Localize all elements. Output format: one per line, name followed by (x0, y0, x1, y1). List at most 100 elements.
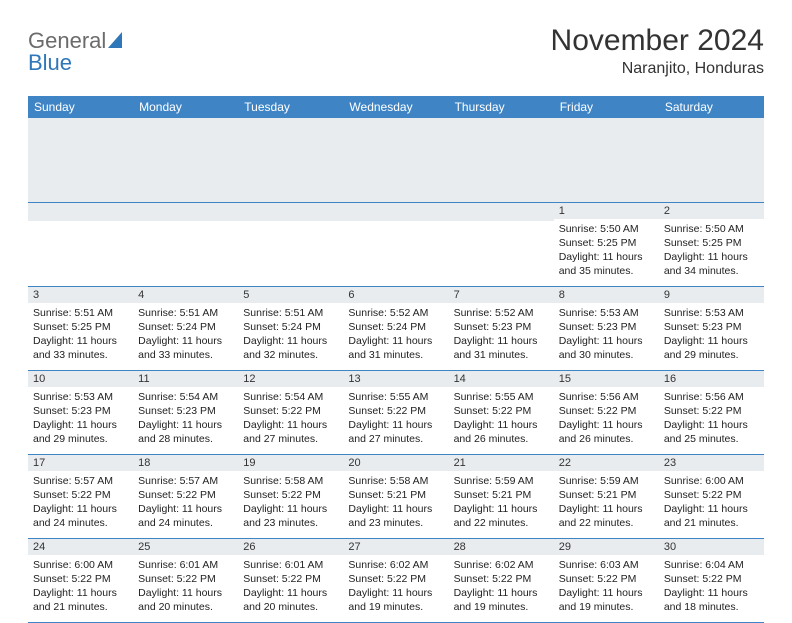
day-number: 18 (133, 455, 238, 471)
day-details: Sunrise: 5:50 AMSunset: 5:25 PMDaylight:… (554, 219, 659, 284)
calendar-day-cell: 15Sunrise: 5:56 AMSunset: 5:22 PMDayligh… (554, 370, 659, 454)
day-number: 5 (238, 287, 343, 303)
calendar-day-cell: 18Sunrise: 5:57 AMSunset: 5:22 PMDayligh… (133, 454, 238, 538)
day-details: Sunrise: 6:04 AMSunset: 5:22 PMDaylight:… (659, 555, 764, 620)
calendar-table: SundayMondayTuesdayWednesdayThursdayFrid… (28, 96, 764, 623)
day-details: Sunrise: 6:02 AMSunset: 5:22 PMDaylight:… (343, 555, 448, 620)
day-number: 13 (343, 371, 448, 387)
day-details: Sunrise: 5:51 AMSunset: 5:24 PMDaylight:… (133, 303, 238, 368)
day-number: 17 (28, 455, 133, 471)
brand-text: GeneralBlue (28, 30, 128, 74)
brand-logo: GeneralBlue (28, 24, 128, 74)
day-number: 12 (238, 371, 343, 387)
calendar-day-cell: 5Sunrise: 5:51 AMSunset: 5:24 PMDaylight… (238, 286, 343, 370)
calendar-day-cell: 14Sunrise: 5:55 AMSunset: 5:22 PMDayligh… (449, 370, 554, 454)
day-number: 9 (659, 287, 764, 303)
calendar-day-cell: 25Sunrise: 6:01 AMSunset: 5:22 PMDayligh… (133, 538, 238, 622)
day-details: Sunrise: 5:57 AMSunset: 5:22 PMDaylight:… (133, 471, 238, 536)
day-number: 22 (554, 455, 659, 471)
day-details: Sunrise: 5:51 AMSunset: 5:25 PMDaylight:… (28, 303, 133, 368)
weekday-header: Wednesday (343, 96, 448, 118)
day-details: Sunrise: 6:00 AMSunset: 5:22 PMDaylight:… (28, 555, 133, 620)
day-details: Sunrise: 5:52 AMSunset: 5:24 PMDaylight:… (343, 303, 448, 368)
month-title: November 2024 (551, 24, 764, 58)
calendar-day-cell: 8Sunrise: 5:53 AMSunset: 5:23 PMDaylight… (554, 286, 659, 370)
day-number: 26 (238, 539, 343, 555)
calendar-day-cell: 6Sunrise: 5:52 AMSunset: 5:24 PMDaylight… (343, 286, 448, 370)
page-header: GeneralBlue November 2024 Naranjito, Hon… (28, 24, 764, 78)
day-number: 1 (554, 203, 659, 219)
calendar-day-cell (449, 202, 554, 286)
calendar-day-cell: 19Sunrise: 5:58 AMSunset: 5:22 PMDayligh… (238, 454, 343, 538)
title-block: November 2024 Naranjito, Honduras (551, 24, 764, 78)
day-number: 7 (449, 287, 554, 303)
day-details: Sunrise: 6:01 AMSunset: 5:22 PMDaylight:… (133, 555, 238, 620)
day-number: 23 (659, 455, 764, 471)
calendar-day-cell (133, 202, 238, 286)
day-number: 4 (133, 287, 238, 303)
day-details: Sunrise: 5:59 AMSunset: 5:21 PMDaylight:… (554, 471, 659, 536)
calendar-day-cell: 30Sunrise: 6:04 AMSunset: 5:22 PMDayligh… (659, 538, 764, 622)
calendar-day-cell (343, 202, 448, 286)
day-number: 20 (343, 455, 448, 471)
calendar-day-cell: 20Sunrise: 5:58 AMSunset: 5:21 PMDayligh… (343, 454, 448, 538)
day-details: Sunrise: 5:55 AMSunset: 5:22 PMDaylight:… (343, 387, 448, 452)
day-number: 25 (133, 539, 238, 555)
day-details: Sunrise: 5:50 AMSunset: 5:25 PMDaylight:… (659, 219, 764, 284)
calendar-day-cell: 28Sunrise: 6:02 AMSunset: 5:22 PMDayligh… (449, 538, 554, 622)
day-details: Sunrise: 5:53 AMSunset: 5:23 PMDaylight:… (28, 387, 133, 452)
calendar-day-cell: 27Sunrise: 6:02 AMSunset: 5:22 PMDayligh… (343, 538, 448, 622)
brand-text-blue: Blue (28, 50, 72, 75)
calendar-week-row: 17Sunrise: 5:57 AMSunset: 5:22 PMDayligh… (28, 454, 764, 538)
calendar-week-row: 1Sunrise: 5:50 AMSunset: 5:25 PMDaylight… (28, 202, 764, 286)
location-label: Naranjito, Honduras (551, 60, 764, 78)
day-number: 30 (659, 539, 764, 555)
day-number: 8 (554, 287, 659, 303)
day-details: Sunrise: 6:00 AMSunset: 5:22 PMDaylight:… (659, 471, 764, 536)
day-details: Sunrise: 5:53 AMSunset: 5:23 PMDaylight:… (554, 303, 659, 368)
calendar-day-cell: 9Sunrise: 5:53 AMSunset: 5:23 PMDaylight… (659, 286, 764, 370)
calendar-day-cell: 1Sunrise: 5:50 AMSunset: 5:25 PMDaylight… (554, 202, 659, 286)
day-details: Sunrise: 6:01 AMSunset: 5:22 PMDaylight:… (238, 555, 343, 620)
day-details: Sunrise: 5:59 AMSunset: 5:21 PMDaylight:… (449, 471, 554, 536)
calendar-week-row: 24Sunrise: 6:00 AMSunset: 5:22 PMDayligh… (28, 538, 764, 622)
weekday-header: Tuesday (238, 96, 343, 118)
weekday-header: Friday (554, 96, 659, 118)
day-number: 16 (659, 371, 764, 387)
day-number: 14 (449, 371, 554, 387)
calendar-day-cell: 23Sunrise: 6:00 AMSunset: 5:22 PMDayligh… (659, 454, 764, 538)
day-details: Sunrise: 5:54 AMSunset: 5:22 PMDaylight:… (238, 387, 343, 452)
day-number: 3 (28, 287, 133, 303)
calendar-day-cell: 22Sunrise: 5:59 AMSunset: 5:21 PMDayligh… (554, 454, 659, 538)
calendar-day-cell (238, 202, 343, 286)
day-details: Sunrise: 5:52 AMSunset: 5:23 PMDaylight:… (449, 303, 554, 368)
day-number: 10 (28, 371, 133, 387)
calendar-day-cell: 12Sunrise: 5:54 AMSunset: 5:22 PMDayligh… (238, 370, 343, 454)
day-details: Sunrise: 5:58 AMSunset: 5:22 PMDaylight:… (238, 471, 343, 536)
calendar-day-cell: 7Sunrise: 5:52 AMSunset: 5:23 PMDaylight… (449, 286, 554, 370)
day-details: Sunrise: 5:58 AMSunset: 5:21 PMDaylight:… (343, 471, 448, 536)
day-details: Sunrise: 6:03 AMSunset: 5:22 PMDaylight:… (554, 555, 659, 620)
calendar-day-cell: 2Sunrise: 5:50 AMSunset: 5:25 PMDaylight… (659, 202, 764, 286)
day-details: Sunrise: 5:51 AMSunset: 5:24 PMDaylight:… (238, 303, 343, 368)
calendar-day-cell (28, 202, 133, 286)
calendar-day-cell: 13Sunrise: 5:55 AMSunset: 5:22 PMDayligh… (343, 370, 448, 454)
calendar-day-cell: 3Sunrise: 5:51 AMSunset: 5:25 PMDaylight… (28, 286, 133, 370)
day-number: 24 (28, 539, 133, 555)
day-number: 6 (343, 287, 448, 303)
weekday-header: Thursday (449, 96, 554, 118)
weekday-header: Sunday (28, 96, 133, 118)
calendar-day-cell: 10Sunrise: 5:53 AMSunset: 5:23 PMDayligh… (28, 370, 133, 454)
day-number: 21 (449, 455, 554, 471)
calendar-week-row: 10Sunrise: 5:53 AMSunset: 5:23 PMDayligh… (28, 370, 764, 454)
day-number: 2 (659, 203, 764, 219)
calendar-day-cell: 17Sunrise: 5:57 AMSunset: 5:22 PMDayligh… (28, 454, 133, 538)
day-number: 29 (554, 539, 659, 555)
weekday-header: Monday (133, 96, 238, 118)
day-number: 28 (449, 539, 554, 555)
calendar-day-cell: 29Sunrise: 6:03 AMSunset: 5:22 PMDayligh… (554, 538, 659, 622)
day-number: 15 (554, 371, 659, 387)
calendar-week-row: 3Sunrise: 5:51 AMSunset: 5:25 PMDaylight… (28, 286, 764, 370)
calendar-day-cell: 16Sunrise: 5:56 AMSunset: 5:22 PMDayligh… (659, 370, 764, 454)
calendar-header-row: SundayMondayTuesdayWednesdayThursdayFrid… (28, 96, 764, 118)
